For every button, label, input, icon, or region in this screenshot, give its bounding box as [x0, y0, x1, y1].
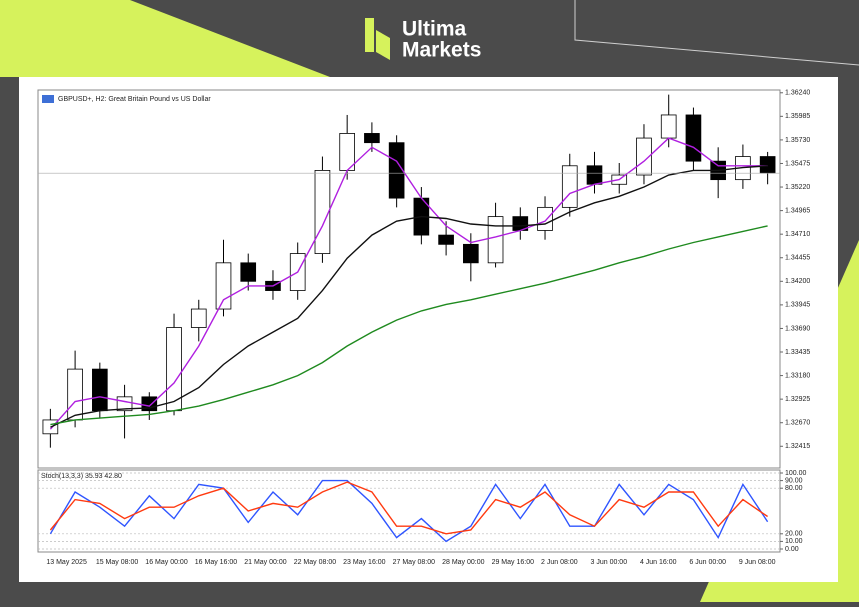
y-tick-label: 1.35985 [785, 113, 810, 120]
x-tick-label: 23 May 16:00 [343, 559, 386, 566]
decoration [0, 0, 330, 77]
candle-body [438, 234, 454, 245]
y-tick-label: 1.34710 [785, 231, 810, 238]
y-tick-label: 1.35730 [785, 137, 810, 144]
y-tick-label: 1.33180 [785, 372, 810, 379]
logo-mark [365, 18, 374, 52]
x-tick-label: 4 Jun 16:00 [640, 559, 677, 566]
x-tick-label: 16 May 00:00 [145, 559, 188, 566]
y-tick-label: 1.34200 [785, 278, 810, 285]
line [49, 137, 768, 430]
candle-body [92, 368, 108, 412]
y-tick-label: 10.00 [785, 538, 803, 545]
y-tick-label: 1.33690 [785, 325, 810, 332]
y-tick-label: 1.33435 [785, 349, 810, 356]
candle-body [190, 308, 207, 328]
candle-body [487, 216, 504, 264]
x-tick-label: 27 May 08:00 [393, 559, 436, 566]
chart-title: GBPUSD+, H2: Great Britain Pound vs US D… [58, 96, 211, 103]
brand: Markets [402, 39, 481, 62]
candle-body [388, 142, 405, 199]
decoration [574, 0, 859, 66]
indicator-title: Stoch(13,3,3) 35.93 42.80 [41, 473, 122, 480]
candle-body [561, 165, 578, 208]
candle-body [67, 368, 83, 421]
candle-body [364, 133, 380, 144]
y-tick-label: 1.32925 [785, 396, 810, 403]
y-tick-label: 1.32670 [785, 420, 810, 427]
y-tick-label: 90.00 [785, 477, 803, 484]
brand: Ultima [402, 18, 467, 41]
candle-body [215, 262, 232, 310]
y-tick-label: 20.00 [785, 531, 803, 538]
candle-body [314, 170, 331, 254]
y-tick-label: 1.34455 [785, 255, 810, 262]
candle-body [685, 114, 702, 162]
x-tick-label: 29 May 16:00 [492, 559, 535, 566]
candle-body [660, 114, 677, 139]
y-tick-label: 1.33945 [785, 302, 810, 309]
stoch-plot [37, 469, 781, 553]
x-tick-label: 15 May 08:00 [96, 559, 139, 566]
x-tick-label: 22 May 08:00 [294, 559, 337, 566]
y-tick-label: 100.00 [785, 470, 807, 477]
line [49, 479, 769, 543]
y-tick-label: 80.00 [785, 485, 803, 492]
price-plot [37, 89, 781, 469]
x-tick-label: 16 May 16:00 [195, 559, 238, 566]
y-tick-label: 0.00 [785, 546, 799, 553]
x-tick-label: 3 Jun 00:00 [591, 559, 628, 566]
x-tick-label: 2 Jun 08:00 [541, 559, 578, 566]
y-tick-label: 1.34965 [785, 207, 810, 214]
candle-body [537, 206, 553, 231]
candle-body [463, 243, 479, 264]
logo-mark [376, 30, 390, 60]
y-tick-label: 1.32415 [785, 443, 810, 450]
icon [42, 95, 54, 103]
line [50, 225, 768, 426]
x-tick-label: 28 May 00:00 [442, 559, 485, 566]
y-tick-label: 1.36240 [785, 90, 810, 97]
y-tick-label: 1.35220 [785, 184, 810, 191]
line [50, 165, 768, 428]
candle-body [586, 165, 603, 185]
x-tick-label: 13 May 2025 [46, 559, 87, 566]
x-tick-label: 21 May 00:00 [244, 559, 287, 566]
candle-body [759, 156, 776, 174]
candle-body [240, 262, 257, 282]
candle-body [636, 137, 652, 176]
panel [19, 77, 838, 582]
x-tick-label: 9 Jun 08:00 [739, 559, 776, 566]
x-tick-label: 6 Jun 00:00 [689, 559, 726, 566]
line [49, 481, 768, 535]
y-tick-label: 1.35475 [785, 160, 810, 167]
